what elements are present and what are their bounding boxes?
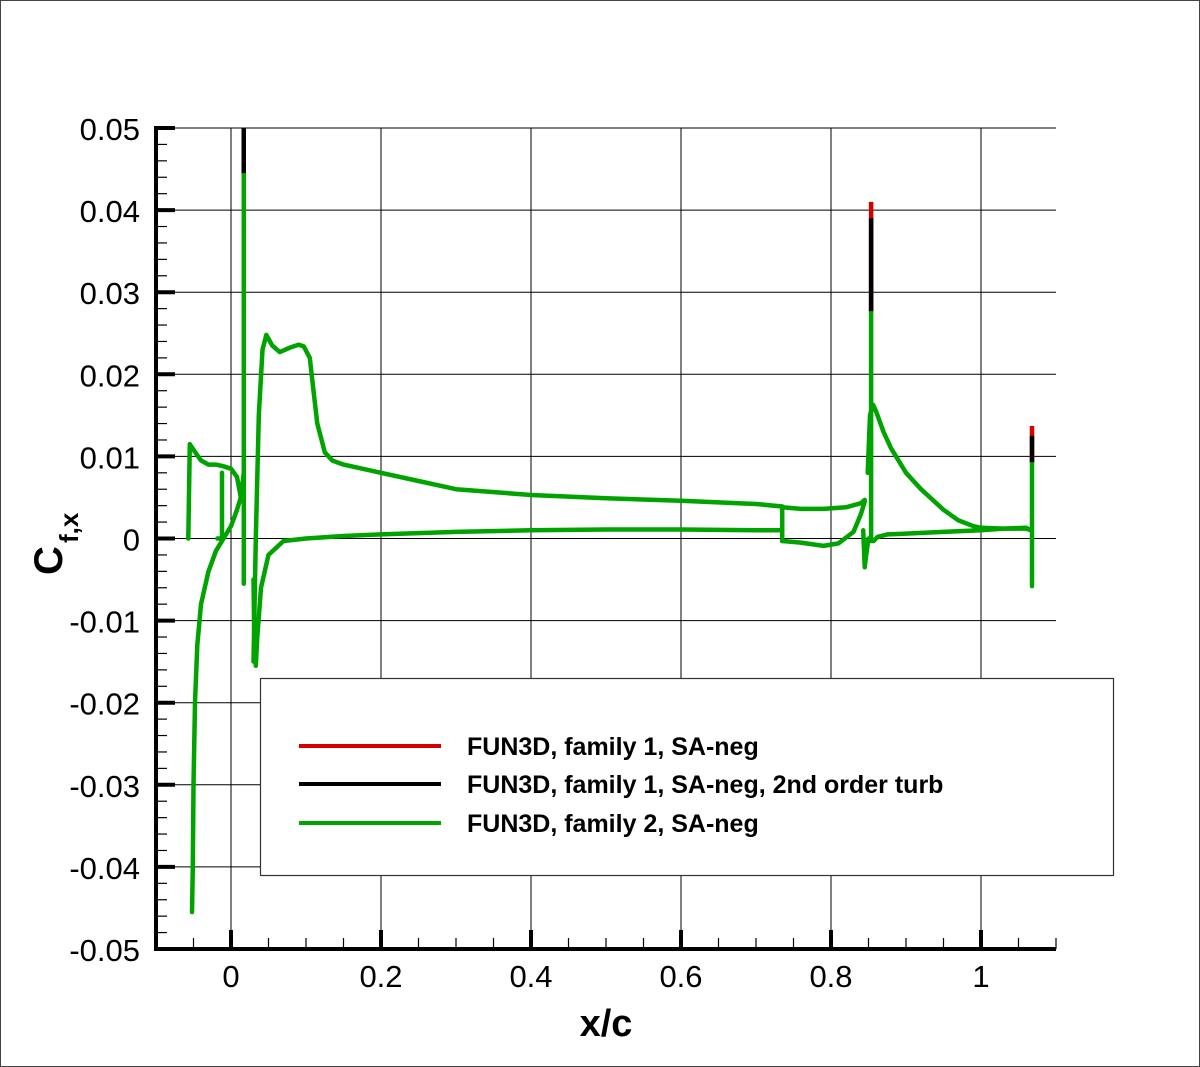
y-tick-label: -0.01 [69, 605, 140, 640]
legend-box [259, 677, 1115, 877]
axes [154, 126, 1057, 951]
y-tick-label: -0.02 [69, 687, 140, 722]
curve-segment [186, 441, 244, 541]
x-tick-label: 0.2 [359, 959, 402, 994]
y-axis-title-sub: f,x [54, 512, 84, 543]
y-axis-title-main: C [27, 546, 71, 575]
curve-segment [251, 332, 785, 664]
legend-label-1: FUN3D, family 1, SA-neg [467, 733, 759, 761]
y-axis-title: C f,x [27, 512, 84, 575]
y-tick-label: 0.01 [80, 440, 140, 475]
y-tick-label: 0.04 [80, 194, 140, 229]
x-tick-label: 1 [972, 959, 989, 994]
x-tick-label: 0 [222, 959, 239, 994]
y-tick-label: 0.02 [80, 358, 140, 393]
curve-segment [871, 525, 1034, 544]
y-tick-label: 0.05 [80, 112, 140, 147]
x-tick-label: 0.8 [809, 959, 852, 994]
legend-label-2: FUN3D, family 1, SA-neg, 2nd order turb [467, 771, 943, 799]
y-tick-label: -0.05 [69, 933, 140, 968]
tick-labels: 0.05 0.04 0.03 0.02 0.01 0 -0.01 -0.02 -0.03 -0.0… [69, 112, 989, 994]
x-tick-label: 0.6 [659, 959, 702, 994]
curve-segment [251, 527, 785, 669]
legend-label-3: FUN3D, family 2, SA-neg [467, 810, 759, 838]
curve-segment [865, 402, 1034, 533]
y-tick-label: -0.03 [69, 769, 140, 804]
x-tick-label: 0.4 [509, 959, 552, 994]
y-tick-label: 0 [123, 523, 140, 558]
y-tick-label: 0.03 [80, 276, 140, 311]
curve-segment [215, 470, 225, 541]
legend-entry-1: FUN3D, family 1, SA-neg [299, 733, 759, 761]
curve-segment [779, 499, 867, 549]
legend-entry-2: FUN3D, family 1, SA-neg, 2nd order turb [299, 771, 943, 799]
curve-segment [860, 528, 871, 570]
x-axis-title: x/c [580, 1003, 633, 1045]
curve-segment [189, 470, 247, 915]
curve-segment [779, 497, 867, 512]
y-tick-label: -0.04 [69, 851, 140, 886]
legend: FUN3D, family 1, SA-neg FUN3D, family 1,… [259, 677, 1115, 877]
data-curves [186, 128, 1035, 915]
legend-entry-3: FUN3D, family 2, SA-neg [299, 810, 759, 838]
